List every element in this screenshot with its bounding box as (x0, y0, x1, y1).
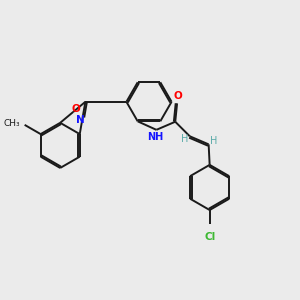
Text: N: N (76, 115, 85, 125)
Text: O: O (174, 91, 182, 101)
Text: NH: NH (147, 132, 164, 142)
Text: Cl: Cl (204, 232, 215, 242)
Text: H: H (210, 136, 217, 146)
Text: H: H (182, 134, 189, 144)
Text: O: O (71, 104, 80, 114)
Text: CH₃: CH₃ (3, 119, 20, 128)
